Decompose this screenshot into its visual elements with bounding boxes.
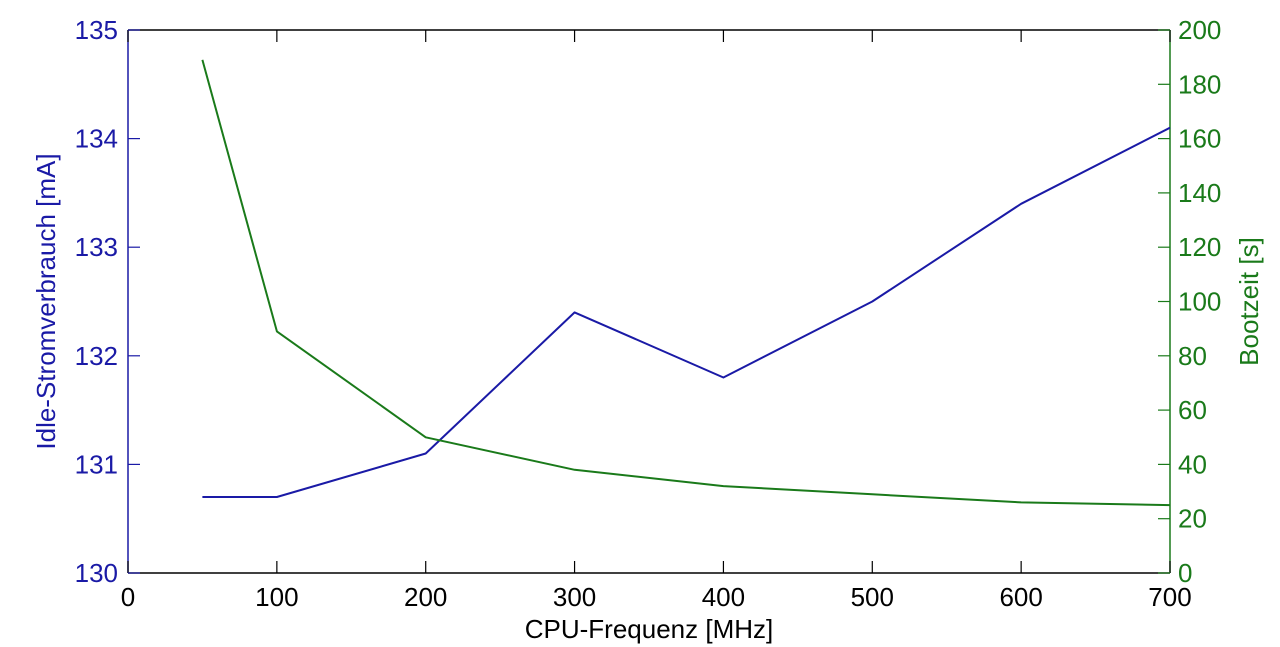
y-right-tick-label: 80 bbox=[1178, 341, 1207, 371]
y-right-tick-label: 120 bbox=[1178, 232, 1221, 262]
x-tick-label: 600 bbox=[999, 582, 1042, 612]
y-left-tick-label: 131 bbox=[75, 449, 118, 479]
x-axis-title: CPU-Frequenz [MHz] bbox=[525, 614, 774, 644]
y-left-axis-title: Idle-Stromverbrauch [mA] bbox=[31, 153, 61, 449]
y-left-tick-label: 130 bbox=[75, 558, 118, 588]
x-tick-label: 500 bbox=[851, 582, 894, 612]
y-right-tick-label: 20 bbox=[1178, 504, 1207, 534]
x-tick-label: 100 bbox=[255, 582, 298, 612]
x-tick-label: 300 bbox=[553, 582, 596, 612]
y-left-tick-label: 135 bbox=[75, 15, 118, 45]
x-tick-label: 700 bbox=[1148, 582, 1191, 612]
x-tick-label: 200 bbox=[404, 582, 447, 612]
y-right-axis-title: Bootzeit [s] bbox=[1234, 237, 1264, 366]
y-right-tick-label: 0 bbox=[1178, 558, 1192, 588]
y-right-tick-label: 200 bbox=[1178, 15, 1221, 45]
y-right-tick-label: 40 bbox=[1178, 449, 1207, 479]
series-layer bbox=[201, 59, 1171, 507]
y-left-tick-label: 134 bbox=[75, 124, 118, 154]
y-left-tick-label: 133 bbox=[75, 232, 118, 262]
y-right-tick-label: 140 bbox=[1178, 178, 1221, 208]
y-right-axis-ticks: 0 20 40 60 80 100 120 140 160 180 200 bbox=[1158, 15, 1221, 588]
x-tick-label: 0 bbox=[121, 582, 135, 612]
y-right-tick-label: 100 bbox=[1178, 287, 1221, 317]
x-axis-ticks: 0 100 200 300 400 500 600 700 bbox=[121, 30, 1192, 612]
x-tick-label: 400 bbox=[702, 582, 745, 612]
series-line-left bbox=[202, 126, 1171, 498]
y-right-tick-label: 180 bbox=[1178, 69, 1221, 99]
y-right-tick-label: 160 bbox=[1178, 124, 1221, 154]
series-line-right bbox=[201, 59, 1171, 507]
y-right-tick-label: 60 bbox=[1178, 395, 1207, 425]
plot-frame bbox=[127, 29, 1171, 574]
y-left-tick-label: 132 bbox=[75, 341, 118, 371]
y-left-axis-ticks: 130 131 132 133 134 135 bbox=[75, 15, 140, 588]
